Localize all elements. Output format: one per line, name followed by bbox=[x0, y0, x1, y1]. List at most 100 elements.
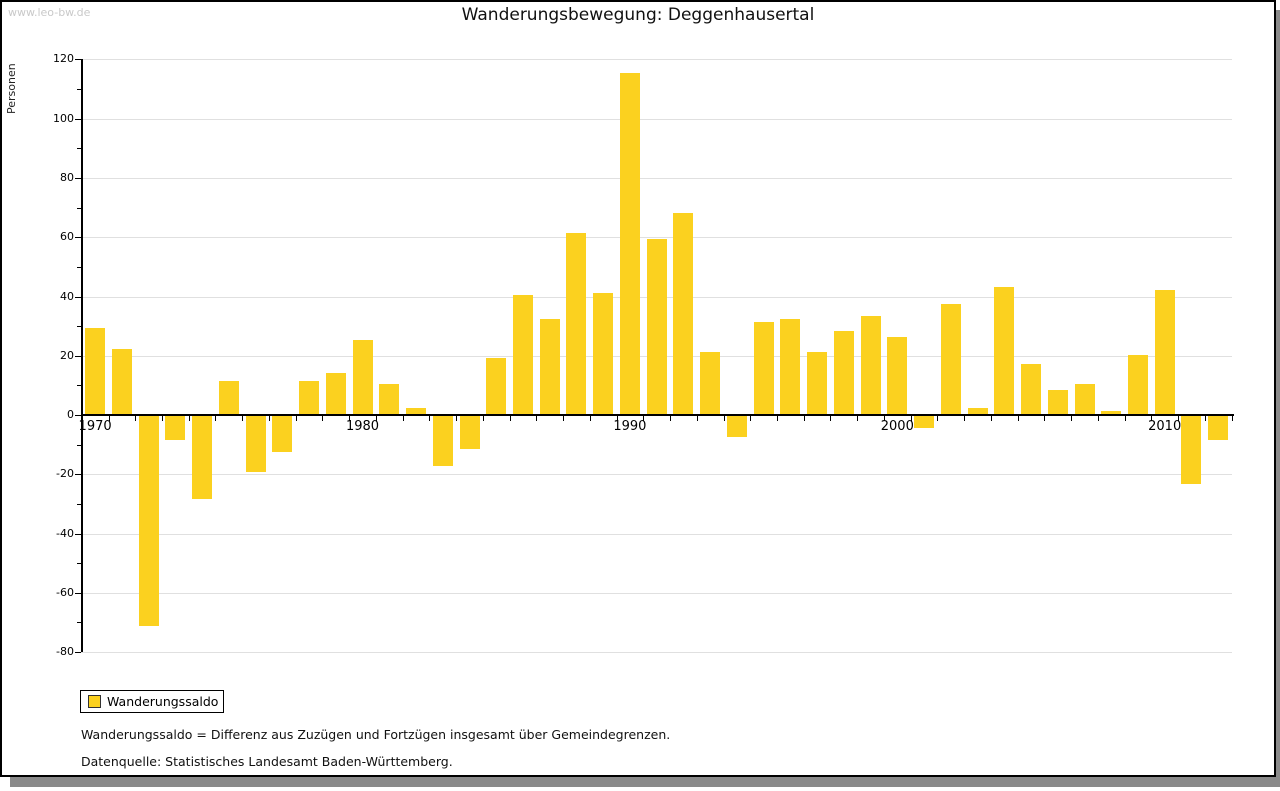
x-tick-7 bbox=[268, 416, 270, 421]
y-tick-label--20: -20 bbox=[56, 467, 74, 481]
x-tick-39 bbox=[1124, 416, 1126, 421]
x-tick-14 bbox=[456, 416, 458, 421]
bar-2008 bbox=[1101, 411, 1122, 414]
footnote-source: Datenquelle: Statistisches Landesamt Bad… bbox=[81, 754, 453, 769]
bar-2005 bbox=[1021, 364, 1041, 414]
bar-2012 bbox=[1208, 416, 1229, 440]
bar-1984 bbox=[459, 416, 480, 449]
y-tick--70 bbox=[77, 622, 81, 624]
x-tick-16 bbox=[509, 416, 511, 421]
bar-1999 bbox=[860, 316, 881, 414]
bar-1986 bbox=[512, 295, 533, 414]
gridline--80 bbox=[81, 652, 1232, 653]
bar-1975 bbox=[218, 381, 239, 414]
x-tick-26 bbox=[777, 416, 778, 421]
gridline-120 bbox=[81, 59, 1232, 61]
x-tick-40 bbox=[1151, 416, 1153, 421]
y-tick-40 bbox=[75, 296, 81, 298]
x-tick-label-1980: 1980 bbox=[345, 419, 380, 434]
x-tick-18 bbox=[563, 416, 564, 421]
legend-box: Wanderungssaldo bbox=[80, 690, 224, 713]
x-tick-34 bbox=[990, 416, 992, 421]
gridline--60 bbox=[81, 592, 1232, 594]
y-tick-0 bbox=[75, 415, 81, 416]
y-tick-label-40: 40 bbox=[60, 289, 74, 303]
bar-2010 bbox=[1154, 290, 1175, 414]
x-tick-19 bbox=[589, 416, 591, 421]
x-tick-24 bbox=[723, 416, 725, 421]
gridline--40 bbox=[81, 533, 1232, 535]
y-tick--30 bbox=[77, 503, 81, 505]
bar-1990 bbox=[619, 73, 640, 414]
y-tick-30 bbox=[77, 326, 81, 328]
y-tick-110 bbox=[77, 89, 81, 91]
y-tick-20 bbox=[75, 355, 81, 357]
x-tick-35 bbox=[1017, 416, 1019, 421]
bar-1985 bbox=[486, 358, 507, 414]
watermark: www.leo-bw.de bbox=[8, 6, 91, 19]
y-tick-120 bbox=[75, 59, 81, 61]
bar-2002 bbox=[940, 304, 961, 414]
y-tick-100 bbox=[75, 118, 81, 120]
y-tick-label--40: -40 bbox=[56, 526, 74, 540]
plot-area: 120 100 80 60 40 20 0 -20 -40 -60 -80 1970 1980 1990 2… bbox=[2, 2, 1274, 775]
bar-1983 bbox=[432, 416, 453, 466]
x-tick-15 bbox=[482, 416, 484, 421]
gridline-100 bbox=[81, 118, 1232, 120]
bar-2001 bbox=[914, 416, 934, 428]
bar-1973 bbox=[165, 416, 186, 440]
bar-1976 bbox=[245, 416, 266, 472]
y-tick--10 bbox=[77, 444, 81, 446]
y-tick--20 bbox=[75, 474, 81, 476]
x-axis-line bbox=[81, 414, 1234, 416]
bar-1978 bbox=[299, 381, 319, 414]
x-tick-32 bbox=[937, 416, 939, 421]
legend-label: Wanderungssaldo bbox=[107, 694, 219, 709]
bar-1987 bbox=[539, 319, 560, 414]
x-tick-38 bbox=[1097, 416, 1099, 421]
y-tick-label-20: 20 bbox=[60, 348, 74, 362]
y-tick-label--60: -60 bbox=[56, 585, 74, 599]
y-tick--50 bbox=[77, 563, 81, 565]
y-tick-90 bbox=[77, 148, 81, 150]
y-tick--40 bbox=[75, 533, 81, 535]
y-tick-label--80: -80 bbox=[56, 645, 74, 658]
x-tick-12 bbox=[402, 416, 404, 421]
bar-2004 bbox=[994, 287, 1015, 414]
x-tick-2 bbox=[135, 416, 137, 421]
x-tick-25 bbox=[750, 416, 752, 421]
x-tick-8 bbox=[295, 416, 297, 421]
bar-1989 bbox=[593, 293, 614, 414]
bar-2003 bbox=[967, 408, 988, 414]
bar-1995 bbox=[753, 322, 774, 414]
gridline-80 bbox=[81, 178, 1232, 179]
x-tick-11 bbox=[375, 416, 377, 421]
bar-1996 bbox=[780, 319, 801, 414]
bar-1993 bbox=[700, 352, 721, 414]
x-tick-label-2000: 2000 bbox=[880, 419, 914, 434]
bar-1970 bbox=[85, 328, 106, 414]
y-axis-line bbox=[81, 59, 83, 652]
x-tick-20 bbox=[616, 416, 618, 421]
gridline-60 bbox=[81, 237, 1232, 239]
bar-1988 bbox=[566, 233, 587, 414]
y-tick-label-80: 80 bbox=[60, 171, 74, 184]
x-tick-43 bbox=[1231, 416, 1233, 421]
legend-swatch bbox=[88, 695, 101, 708]
y-tick-80 bbox=[75, 178, 81, 179]
x-tick-5 bbox=[215, 416, 217, 421]
bar-1971 bbox=[111, 349, 132, 414]
y-tick-60 bbox=[75, 237, 81, 239]
x-tick-28 bbox=[830, 416, 832, 421]
footnote-definition: Wanderungssaldo = Differenz aus Zuzügen … bbox=[81, 727, 671, 742]
bar-2009 bbox=[1128, 355, 1148, 414]
x-tick-3 bbox=[161, 416, 163, 421]
y-tick-70 bbox=[77, 207, 81, 209]
x-tick-27 bbox=[803, 416, 805, 421]
x-tick-23 bbox=[696, 416, 698, 421]
bar-1980 bbox=[352, 340, 373, 414]
y-tick-label-120: 120 bbox=[53, 52, 74, 66]
bar-1981 bbox=[379, 384, 400, 414]
gridline--20 bbox=[81, 474, 1232, 476]
x-tick-22 bbox=[670, 416, 671, 421]
